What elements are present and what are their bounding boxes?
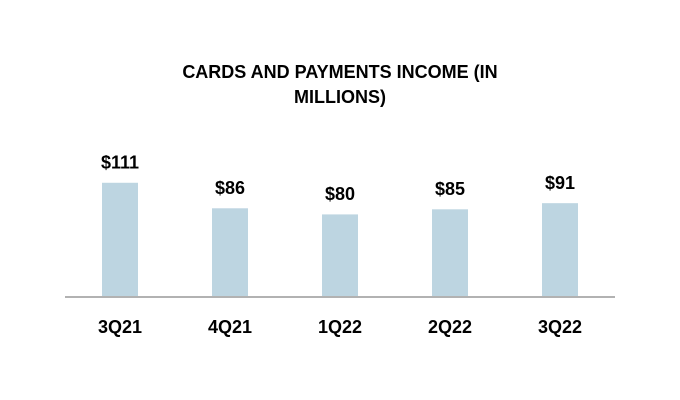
value-label: $85 <box>435 179 465 199</box>
value-label: $111 <box>101 153 139 173</box>
chart-title: CARDS AND PAYMENTS INCOME (IN MILLIONS) <box>182 62 498 107</box>
bar <box>432 209 468 296</box>
bar <box>212 208 248 296</box>
x-tick-label: 4Q21 <box>208 317 252 337</box>
value-label: $91 <box>545 173 575 193</box>
bar <box>542 203 578 296</box>
value-label: $80 <box>325 184 355 204</box>
value-label: $86 <box>215 178 245 198</box>
bar <box>102 182 138 296</box>
x-tick-label: 3Q21 <box>98 317 142 337</box>
x-tick-label: 1Q22 <box>318 317 362 337</box>
bar <box>322 214 358 296</box>
x-tick-label: 2Q22 <box>428 317 472 337</box>
x-tick-label: 3Q22 <box>538 317 582 337</box>
